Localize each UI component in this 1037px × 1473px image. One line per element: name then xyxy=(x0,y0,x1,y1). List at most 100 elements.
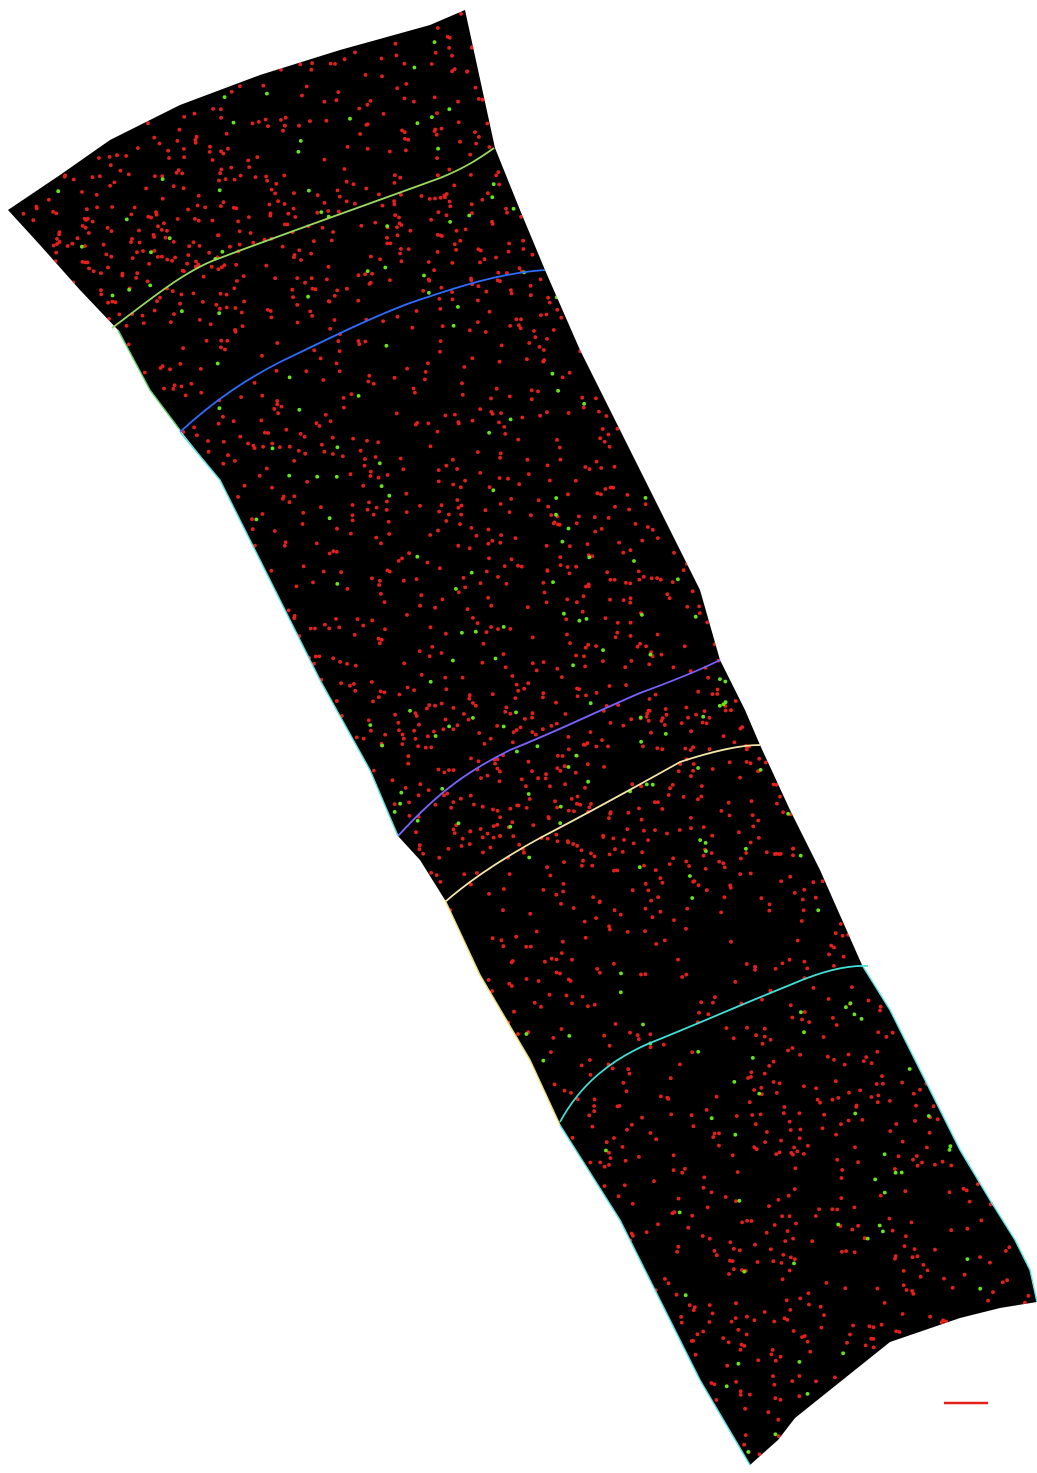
red-cell-dot xyxy=(488,736,493,741)
green-cell-dot xyxy=(454,587,458,591)
green-cell-dot xyxy=(408,708,412,713)
red-cell-dot xyxy=(284,427,289,432)
red-cell-dot xyxy=(962,1272,967,1277)
green-cell-dot xyxy=(567,1034,572,1038)
red-cell-dot xyxy=(325,277,329,282)
red-cell-dot xyxy=(411,386,416,391)
red-cell-dot xyxy=(459,844,464,848)
red-cell-dot xyxy=(897,1330,902,1334)
red-cell-dot xyxy=(192,425,197,430)
section-edges xyxy=(117,329,1037,1466)
red-cell-dot xyxy=(191,291,196,296)
red-cell-dot xyxy=(224,305,229,310)
red-cell-dot xyxy=(315,193,320,198)
red-cell-dot xyxy=(876,1030,881,1035)
red-cell-dot xyxy=(268,309,273,313)
red-cell-dot xyxy=(590,554,595,559)
red-cell-dot xyxy=(503,665,508,670)
red-cell-dot xyxy=(636,1037,641,1042)
red-cell-dot xyxy=(738,775,742,780)
red-cell-dot xyxy=(129,212,134,217)
red-cell-dot xyxy=(752,1318,757,1323)
red-cell-dot xyxy=(728,885,733,890)
green-cell-dot xyxy=(383,265,388,270)
red-cell-dot xyxy=(456,543,461,548)
red-cell-dot xyxy=(293,215,298,219)
red-cell-dot xyxy=(473,703,478,708)
red-cell-dot xyxy=(337,349,342,353)
red-cell-dot xyxy=(170,289,175,294)
red-cell-dot xyxy=(606,432,611,437)
red-cell-dot xyxy=(590,1124,595,1129)
green-cell-dot xyxy=(604,1148,608,1153)
red-cell-dot xyxy=(806,1291,811,1296)
red-cell-dot xyxy=(790,1015,795,1020)
red-cell-dot xyxy=(434,873,439,877)
red-cell-dot xyxy=(233,328,238,332)
red-cell-dot xyxy=(628,634,633,638)
red-cell-dot xyxy=(774,782,779,787)
red-cell-dot xyxy=(487,309,492,314)
red-cell-dot xyxy=(653,868,658,872)
red-cell-dot xyxy=(470,211,474,216)
red-cell-dot xyxy=(702,1175,707,1180)
red-cell-dot xyxy=(219,107,223,112)
green-cell-dot xyxy=(265,91,269,96)
red-cell-dot xyxy=(710,767,715,771)
green-cell-dot xyxy=(881,1229,885,1234)
red-cell-dot xyxy=(586,582,591,587)
red-cell-dot xyxy=(736,1327,741,1332)
red-cell-dot xyxy=(722,865,727,870)
red-cell-dot xyxy=(541,727,545,732)
red-cell-dot xyxy=(319,505,323,510)
red-cell-dot xyxy=(275,402,280,407)
red-cell-dot xyxy=(519,214,523,219)
red-cell-dot xyxy=(451,457,455,462)
red-cell-dot xyxy=(918,1087,922,1092)
red-cell-dot xyxy=(458,796,463,801)
red-cell-dot xyxy=(447,768,451,772)
red-cell-dot xyxy=(304,84,309,89)
red-cell-dot xyxy=(704,721,709,726)
red-cell-dot xyxy=(182,115,187,119)
red-cell-dot xyxy=(931,1104,936,1109)
green-cell-dot xyxy=(733,1132,738,1137)
red-cell-dot xyxy=(414,577,419,581)
red-cell-dot xyxy=(626,810,631,815)
red-cell-dot xyxy=(827,952,831,957)
red-cell-dot xyxy=(570,1001,574,1006)
red-cell-dot xyxy=(115,153,119,158)
red-cell-dot xyxy=(950,1285,955,1290)
red-cell-dot xyxy=(587,805,592,810)
red-cell-dot xyxy=(748,761,753,766)
red-cell-dot xyxy=(444,192,449,196)
red-cell-dot xyxy=(612,868,616,873)
red-cell-dot xyxy=(569,797,574,801)
green-cell-dot xyxy=(217,311,222,316)
red-cell-dot xyxy=(580,994,585,999)
red-cell-dot xyxy=(174,170,179,175)
red-cell-dot xyxy=(485,831,490,836)
red-cell-dot xyxy=(337,369,342,374)
red-cell-dot xyxy=(502,425,507,429)
red-cell-dot xyxy=(800,897,805,902)
red-cell-dot xyxy=(689,729,693,734)
red-cell-dot xyxy=(446,846,451,851)
red-cell-dot xyxy=(653,692,658,697)
red-cell-dot xyxy=(521,247,526,251)
red-cell-dot xyxy=(554,957,559,962)
red-cell-dot xyxy=(613,504,617,509)
red-cell-dot xyxy=(341,454,345,459)
red-cell-dot xyxy=(233,459,237,463)
red-cell-dot xyxy=(371,381,376,386)
red-cell-dot xyxy=(595,967,600,971)
red-cell-dot xyxy=(501,908,505,913)
red-cell-dot xyxy=(1004,1249,1008,1253)
red-cell-dot xyxy=(611,485,615,490)
red-cell-dot xyxy=(478,407,482,411)
red-cell-dot xyxy=(586,1004,590,1009)
red-cell-dot xyxy=(481,641,486,646)
red-cell-dot xyxy=(559,1027,564,1031)
red-cell-dot xyxy=(502,887,506,891)
red-cell-dot xyxy=(393,712,397,717)
